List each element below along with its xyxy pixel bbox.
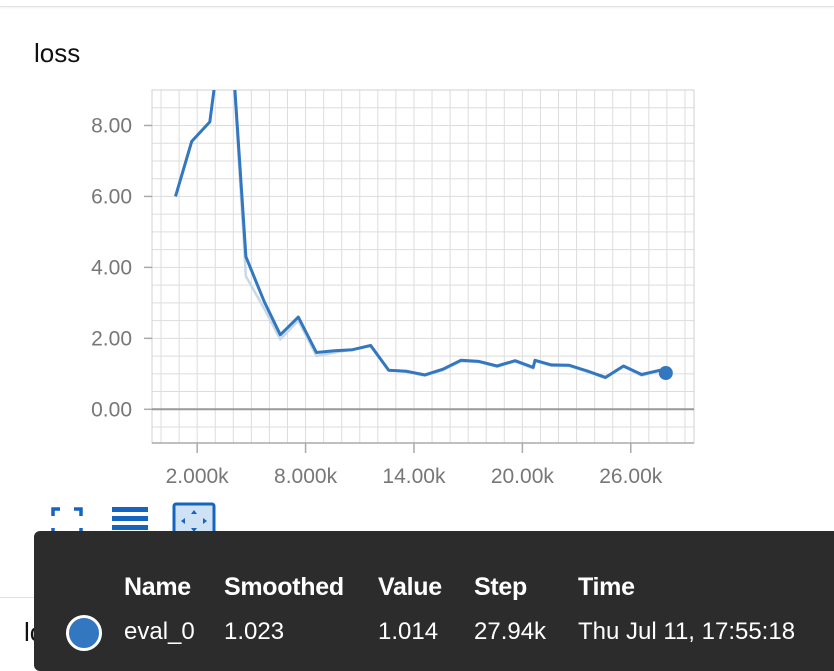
highlight-point xyxy=(658,366,673,381)
fullscreen-icon xyxy=(51,507,83,537)
y-tick-label: 6.00 xyxy=(91,185,132,208)
tooltip-row-time: Thu Jul 11, 17:55:18 xyxy=(578,618,796,645)
chart-tooltip: Name Smoothed Value Step Time eval_0 1.0… xyxy=(34,531,834,671)
tooltip-row-name: eval_0 xyxy=(124,618,195,645)
x-tick-label: 8.000k xyxy=(274,465,338,488)
tooltip-header-value: Value xyxy=(378,573,442,601)
highlight-marker-layer xyxy=(658,366,673,381)
series-lines xyxy=(174,90,667,380)
card-top-border xyxy=(0,0,834,7)
loss-chart[interactable]: 0.00 2.00 4.00 6.00 8.00 2.000k 8.000k 14.00k 20… xyxy=(0,0,834,654)
tooltip-row-smoothed: 1.023 xyxy=(224,618,285,645)
y-tick-label: 8.00 xyxy=(91,114,132,137)
tooltip-header-smoothed: Smoothed xyxy=(224,573,344,601)
tooltip-row-value: 1.014 xyxy=(378,618,439,645)
next-card-border xyxy=(0,597,60,598)
card-title: loss xyxy=(34,38,81,68)
series-line-eval-0 xyxy=(174,90,667,379)
y-tick-label: 2.00 xyxy=(91,327,132,350)
series-color-swatch xyxy=(66,615,102,651)
tooltip-header-step: Step xyxy=(474,573,527,601)
tooltip-header-time: Time xyxy=(578,573,635,601)
y-tick-label: 4.00 xyxy=(91,256,132,279)
x-tick-label: 20.00k xyxy=(491,465,555,488)
axes: 0.00 2.00 4.00 6.00 8.00 2.000k 8.000k 14.00k 20… xyxy=(91,114,694,488)
y-tick-label: 0.00 xyxy=(91,398,132,421)
tooltip-row-step: 27.94k xyxy=(474,618,547,645)
x-tick-label: 26.00k xyxy=(599,465,663,488)
x-tick-label: 2.000k xyxy=(166,465,230,488)
series-line-eval-0-raw- xyxy=(174,90,667,380)
x-tick-label: 14.00k xyxy=(382,465,446,488)
fullscreen-button[interactable] xyxy=(50,506,84,538)
tooltip-header-name: Name xyxy=(124,573,191,601)
grid xyxy=(151,89,695,444)
